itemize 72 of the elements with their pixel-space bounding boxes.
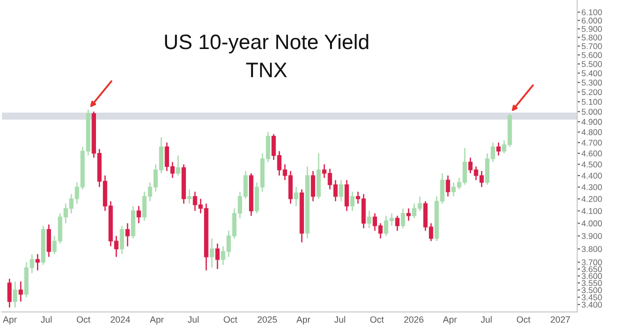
x-tick-label: Jul (40, 316, 52, 323)
y-tick-label: 5.700 (582, 43, 602, 50)
y-tick-label: 6.100 (582, 9, 602, 16)
candlestick (176, 154, 180, 176)
y-tick-label: 4.400 (582, 172, 602, 179)
x-tick-label: Apr (442, 316, 457, 325)
x-tick-label: Apr (150, 316, 164, 325)
y-tick-label: 4.600 (582, 150, 602, 156)
candlestick (120, 225, 124, 255)
candlestick (7, 278, 12, 308)
y-tick-label: 5.300 (582, 80, 602, 86)
text: US 10-year Note Yield (165, 34, 368, 54)
y-tick-label: 4.900 (582, 118, 602, 125)
y-tick-label: 3.650 (582, 266, 602, 272)
x-tick-label: 2026 (404, 316, 424, 323)
candlestick (210, 238, 214, 268)
candlestick (18, 280, 23, 302)
x-tick-label: Apr (296, 316, 310, 325)
candlestick (446, 174, 450, 198)
candlestick (367, 210, 372, 229)
candlestick (215, 243, 220, 270)
y-tick-label: 6.000 (582, 18, 602, 24)
x-tick-label: Oct (224, 316, 238, 323)
x-tick-label: Jul (188, 316, 199, 323)
y-tick-label: 3.400 (582, 302, 602, 308)
candlestick (350, 191, 355, 212)
y-tick-label: 3.500 (582, 287, 602, 294)
y-tick-label: 3.800 (582, 246, 602, 252)
text: TNX (246, 62, 287, 78)
candlestick (125, 222, 130, 247)
y-tick-label: 5.500 (582, 61, 602, 68)
candlestick (395, 215, 400, 232)
x-tick-label: Oct (516, 316, 530, 323)
candlestick (496, 142, 501, 156)
y-tick-label: 4.500 (582, 162, 602, 168)
y-tick-label: 5.400 (582, 70, 602, 76)
y-tick-label: 5.200 (582, 89, 602, 96)
y-tick-label: 3.550 (582, 280, 602, 286)
x-tick-label: Apr (2, 316, 17, 325)
y-tick-label: 4.100 (582, 208, 602, 214)
x-tick-label: Oct (370, 316, 384, 323)
y-tick-label: 3.450 (582, 294, 602, 300)
y-tick-label: 5.000 (582, 108, 602, 115)
x-tick-label: Oct (76, 316, 90, 323)
y-tick-label: 3.900 (582, 233, 602, 239)
candlestick (35, 254, 40, 272)
x-tick-label: Jul (480, 316, 492, 323)
y-tick-label: 5.100 (582, 98, 602, 105)
candlestick (310, 170, 316, 202)
y-tick-label: 4.000 (582, 220, 602, 226)
x-tick-label: 2027 (550, 316, 570, 323)
candlestick (136, 205, 141, 224)
y-tick-label: 4.700 (582, 140, 602, 146)
y-tick-label: 5.600 (582, 52, 602, 58)
y-tick-label: 5.800 (582, 34, 602, 40)
candlestick (338, 180, 344, 202)
y-tick-label: 5.900 (582, 26, 602, 32)
candlestick (12, 280, 18, 308)
candlestick (187, 188, 192, 204)
x-tick-label: 2024 (110, 316, 130, 323)
x-tick-label: 2025 (258, 316, 277, 323)
y-tick-label: 4.300 (582, 184, 602, 190)
y-tick-label: 3.600 (582, 273, 602, 280)
candlestick (406, 208, 411, 222)
y-tick-label: 3.700 (582, 259, 602, 266)
candlestick (294, 186, 298, 207)
candlestick (400, 208, 406, 229)
y-tick-label: 4.200 (582, 196, 602, 202)
y-tick-label: 4.800 (582, 129, 602, 136)
x-tick-label: Jul (334, 316, 346, 323)
candlestick (344, 180, 349, 212)
candlestick (46, 224, 51, 258)
